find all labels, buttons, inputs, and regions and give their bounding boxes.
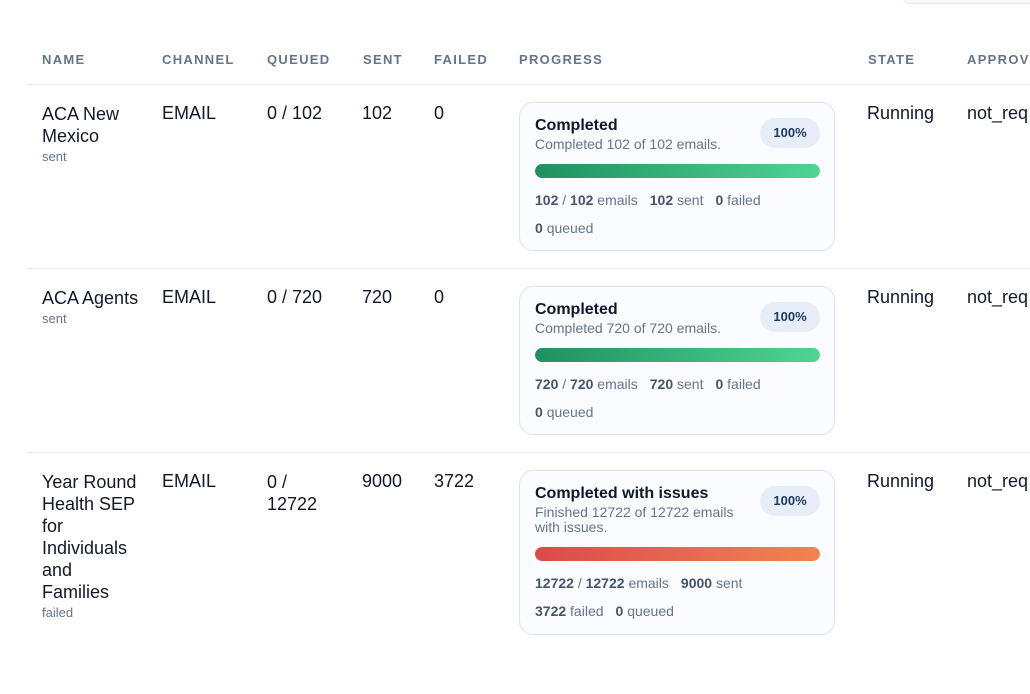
- progress-card: Completed Completed 102 of 102 emails. 1…: [519, 102, 835, 251]
- column-header-name[interactable]: NAME: [42, 52, 86, 67]
- stat-queued-label: queued: [546, 220, 594, 236]
- queued-value: 0 / 102: [267, 103, 323, 123]
- stat-total: 102: [570, 192, 594, 208]
- stat-sent-label: sent: [715, 575, 743, 591]
- stat-done: 102: [535, 192, 559, 208]
- progress-stats: 720 / 720 emails 720 sent 0 failed0 queued: [535, 376, 761, 420]
- progress-card: Completed with issues Finished 12722 of …: [519, 470, 835, 635]
- table-row[interactable]: ACA New Mexico sent EMAIL 0 / 102 102 0 …: [26, 85, 1030, 269]
- stat-total-label: emails: [628, 575, 669, 591]
- progress-bar: [535, 348, 820, 362]
- stat-sent: 720: [649, 376, 674, 392]
- column-header-queued[interactable]: QUEUED: [267, 52, 331, 67]
- campaign-name[interactable]: Year Round Health SEP for Individuals an…: [42, 472, 137, 602]
- stat-failed: 0: [715, 376, 724, 392]
- progress-stats: 12722 / 12722 emails 9000 sent3722 failed…: [535, 575, 743, 619]
- progress-bar-fill: [535, 348, 820, 362]
- stat-queued: 0: [535, 404, 543, 420]
- stat-done: 720: [535, 376, 559, 392]
- campaign-status: sent: [42, 149, 67, 164]
- stat-failed: 0: [715, 192, 724, 208]
- column-header-approval[interactable]: APPROV: [967, 52, 1030, 67]
- approval-value: not_req: [967, 103, 1029, 123]
- progress-bar-fill: [535, 547, 820, 561]
- channel-value: EMAIL: [162, 287, 217, 307]
- state-value: Running: [867, 471, 935, 491]
- progress-description: Completed 102 of 102 emails.: [535, 136, 721, 152]
- progress-title: Completed: [535, 117, 618, 134]
- stat-queued: 0: [535, 220, 543, 236]
- campaign-status: failed: [42, 605, 74, 620]
- stat-sent-label: sent: [677, 192, 704, 208]
- stat-total: 12722: [585, 575, 625, 591]
- table-header: NAME CHANNEL QUEUED SENT FAILED PROGRESS…: [26, 0, 1030, 85]
- failed-value: 0: [434, 287, 445, 307]
- table-row[interactable]: ACA Agents sent EMAIL 0 / 720 720 0 Comp…: [26, 269, 1030, 453]
- sent-value: 102: [362, 103, 393, 123]
- campaign-name-cell: ACA New Mexico sent: [42, 103, 142, 164]
- progress-title: Completed: [535, 301, 618, 318]
- stat-total-label: emails: [597, 376, 638, 392]
- progress-bar: [535, 164, 820, 178]
- stat-sent: 9000: [680, 575, 713, 591]
- progress-card: Completed Completed 720 of 720 emails. 1…: [519, 286, 835, 435]
- column-header-channel[interactable]: CHANNEL: [162, 52, 235, 67]
- stat-queued: 0: [615, 603, 624, 619]
- approval-value: not_req: [967, 287, 1029, 307]
- queued-value: 0 / 720: [267, 287, 323, 307]
- progress-percent-badge: 100%: [760, 118, 820, 148]
- stat-sent-label: sent: [677, 376, 704, 392]
- stat-failed: 3722: [535, 603, 567, 619]
- channel-value: EMAIL: [162, 103, 217, 123]
- channel-value: EMAIL: [162, 471, 217, 491]
- approval-value: not_req: [967, 471, 1029, 491]
- campaign-name-cell: Year Round Health SEP for Individuals an…: [42, 471, 142, 620]
- progress-description: Finished 12722 of 12722 emails with issu…: [535, 504, 734, 535]
- stat-failed-label: failed: [727, 376, 761, 392]
- stat-done: 12722: [535, 575, 574, 591]
- progress-percent-badge: 100%: [760, 302, 820, 332]
- table-row[interactable]: Year Round Health SEP for Individuals an…: [26, 453, 1030, 683]
- sent-value: 9000: [362, 471, 403, 491]
- progress-stats: 102 / 102 emails 102 sent 0 failed0 queued: [535, 192, 761, 236]
- column-header-progress[interactable]: PROGRESS: [519, 52, 604, 67]
- stat-failed-label: failed: [727, 192, 761, 208]
- stat-total: 720: [570, 376, 594, 392]
- state-value: Running: [867, 103, 935, 123]
- campaign-name[interactable]: ACA New Mexico: [42, 104, 120, 146]
- stat-failed-label: failed: [570, 603, 604, 619]
- stat-total-label: emails: [597, 192, 638, 208]
- progress-description: Completed 720 of 720 emails.: [535, 320, 721, 336]
- progress-percent-badge: 100%: [760, 486, 820, 516]
- sent-value: 720: [362, 287, 393, 307]
- column-header-sent[interactable]: SENT: [363, 52, 403, 67]
- failed-value: 3722: [434, 471, 475, 491]
- state-value: Running: [867, 287, 935, 307]
- stat-queued-label: queued: [546, 404, 594, 420]
- column-header-state[interactable]: STATE: [868, 52, 916, 67]
- progress-title: Completed with issues: [535, 485, 709, 502]
- progress-bar-fill: [535, 164, 820, 178]
- column-header-failed[interactable]: FAILED: [434, 52, 489, 67]
- campaign-name[interactable]: ACA Agents: [42, 288, 139, 308]
- progress-bar: [535, 547, 820, 561]
- stat-sent: 102: [649, 192, 674, 208]
- campaign-name-cell: ACA Agents sent: [42, 287, 142, 326]
- failed-value: 0: [434, 103, 445, 123]
- campaign-status: sent: [42, 311, 67, 326]
- stat-queued-label: queued: [627, 603, 674, 619]
- campaigns-table: NAME CHANNEL QUEUED SENT FAILED PROGRESS…: [26, 0, 1030, 683]
- queued-value: 0 / 12722: [267, 472, 318, 514]
